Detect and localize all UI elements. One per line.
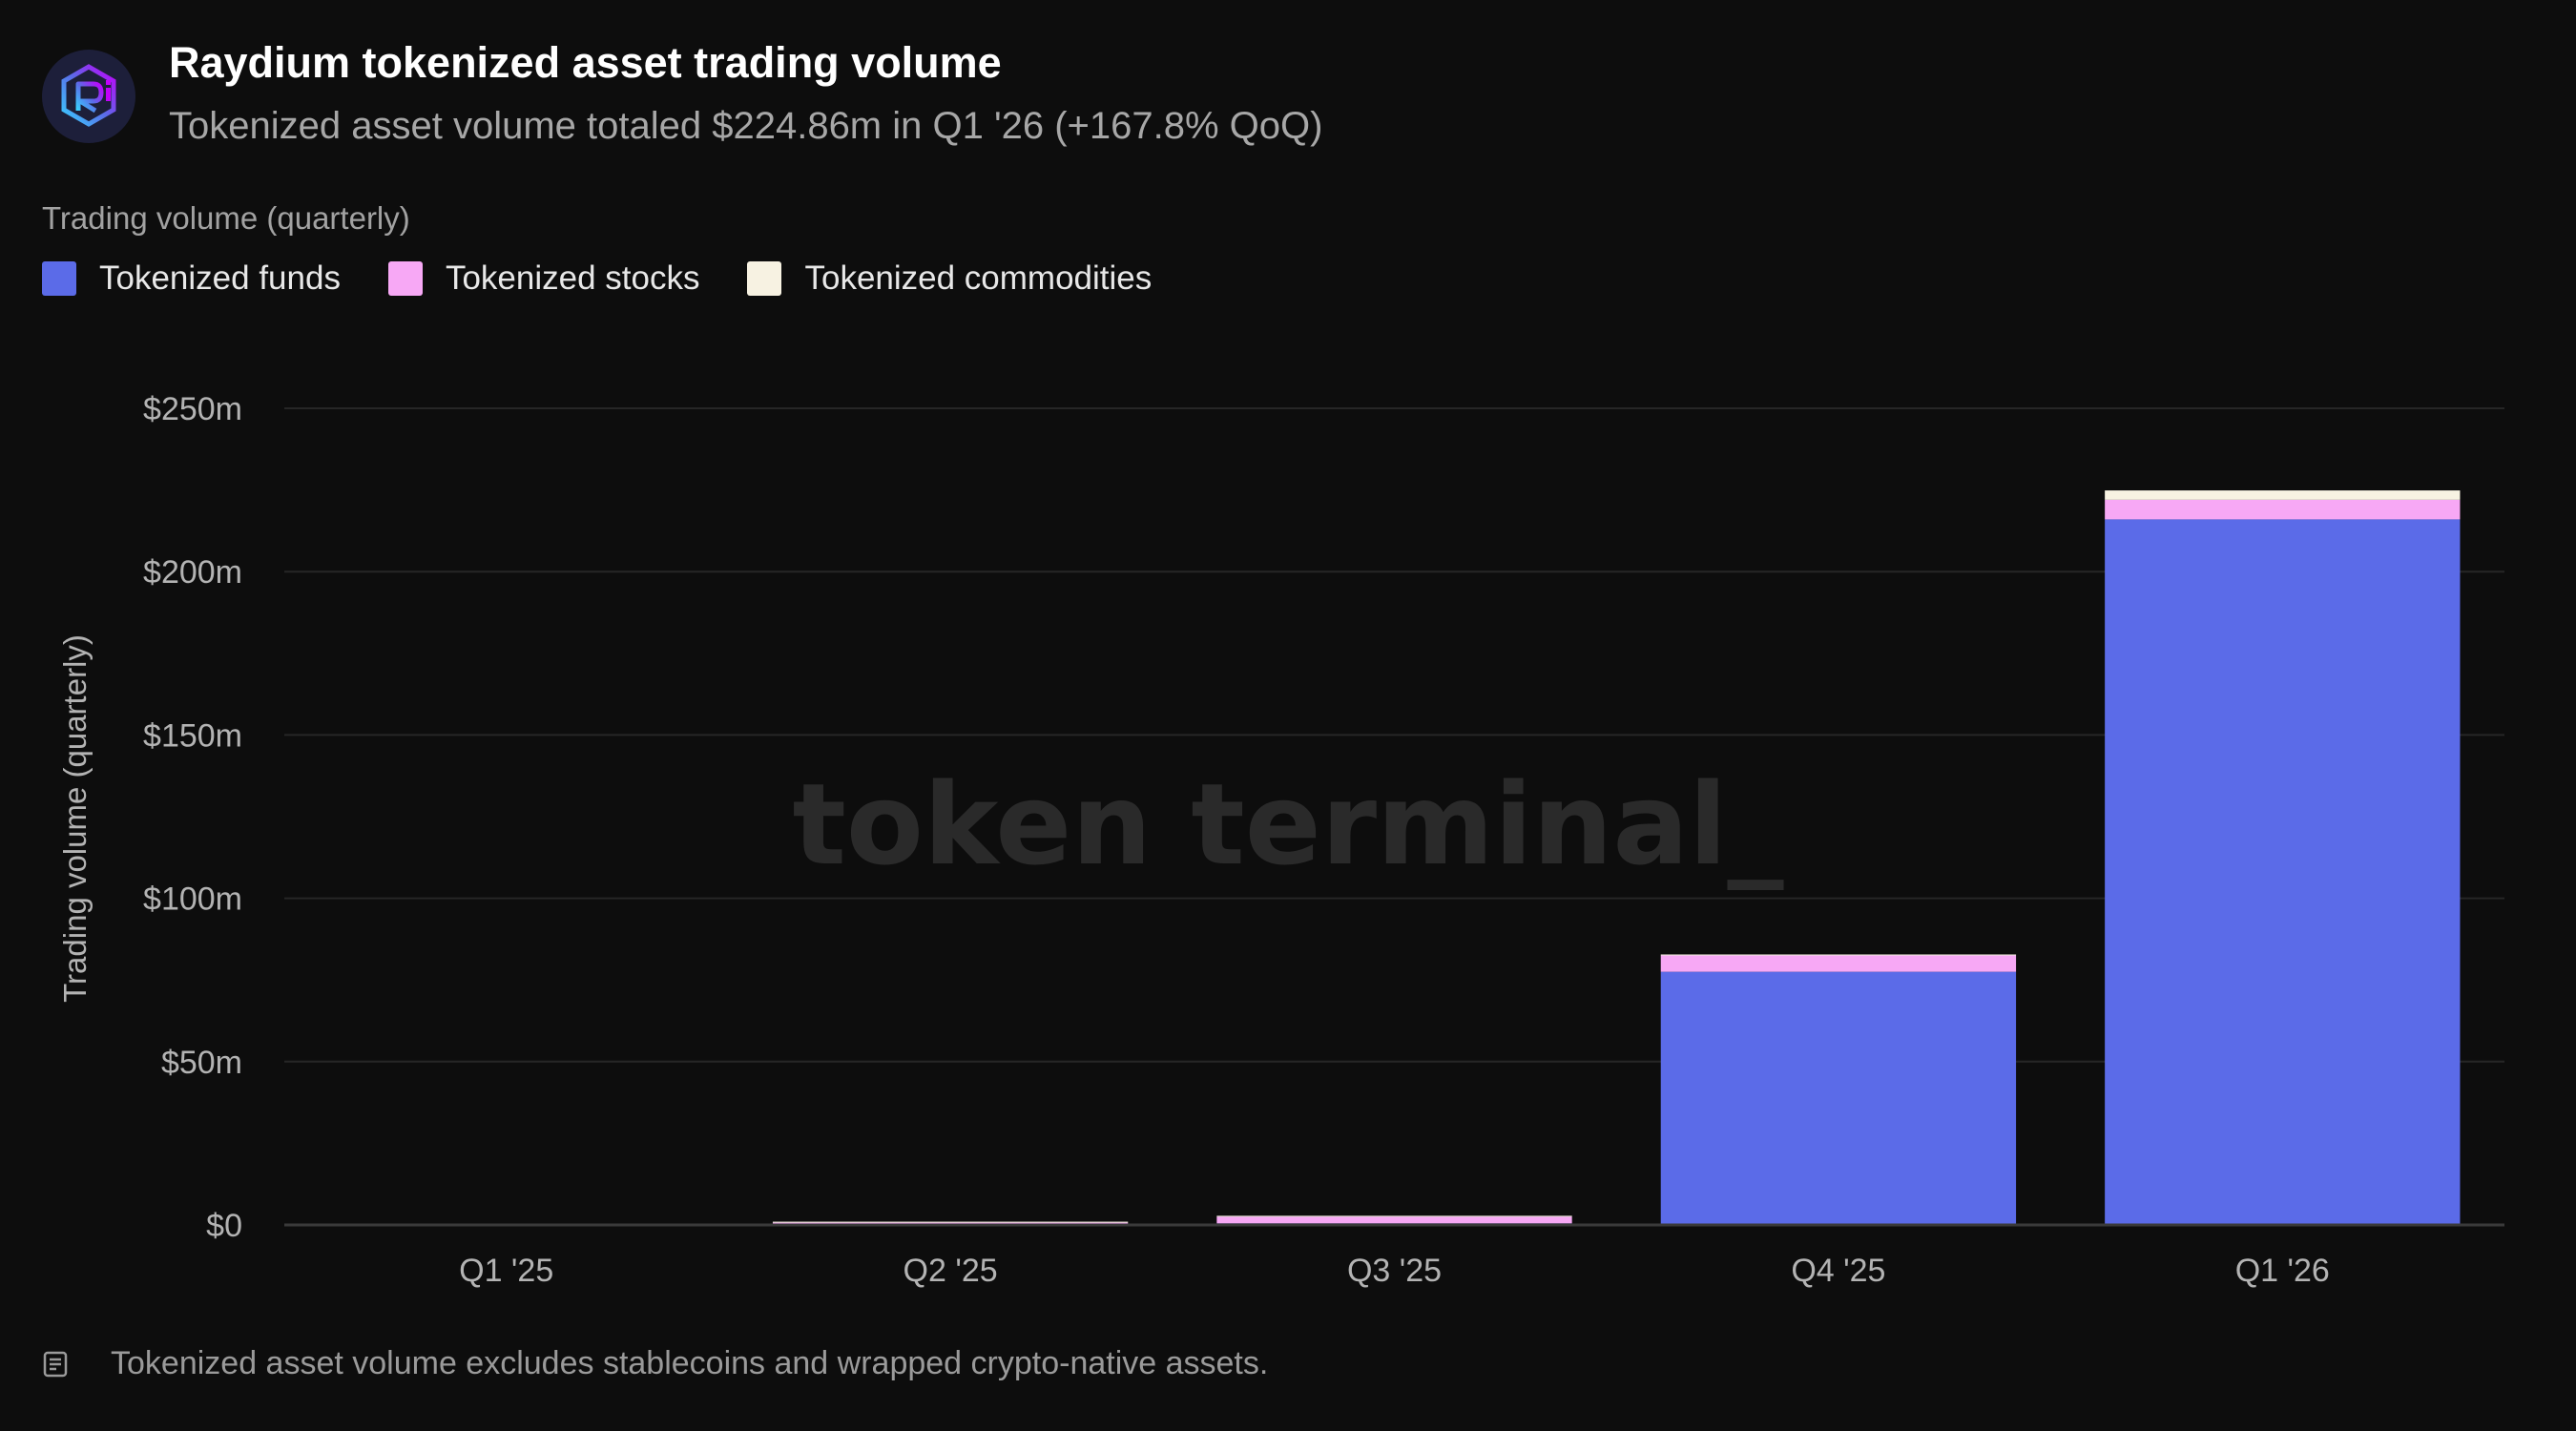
legend-swatch-commodities	[747, 261, 782, 296]
chart-title: Raydium tokenized asset trading volume	[169, 38, 1002, 87]
y-tick-label: $200m	[143, 554, 242, 591]
y-axis-label: Trading volume (quarterly)	[57, 634, 93, 1003]
x-tick-label: Q1 '25	[459, 1253, 553, 1289]
bar-segment-tokenized-stocks[interactable]	[2105, 499, 2461, 520]
raydium-logo-icon	[42, 50, 135, 143]
bar-segment-tokenized-commodities[interactable]	[2105, 490, 2461, 500]
chart-plot: token terminal_ $0 $50m $100m $150m $200m $25…	[57, 391, 2504, 1289]
legend-swatch-stocks	[387, 261, 423, 296]
bar-segment-tokenized-funds[interactable]	[2105, 519, 2461, 1225]
bar-segment-tokenized-stocks[interactable]	[772, 1222, 1129, 1224]
legend-item-commodities[interactable]: Tokenized commodities	[747, 259, 1152, 298]
footnote: Tokenized asset volume excludes stableco…	[42, 1345, 1268, 1382]
y-tick-label: $150m	[143, 717, 242, 754]
legend-label: Tokenized commodities	[804, 259, 1153, 297]
chart-subtitle: Tokenized asset volume totaled $224.86m …	[169, 105, 1323, 147]
y-tick-labels: $0 $50m $100m $150m $200m $250m	[143, 391, 242, 1244]
legend-item-funds[interactable]: Tokenized funds	[42, 259, 341, 298]
watermark-text: token terminal_	[792, 758, 1783, 890]
x-tick-labels: Q1 '25 Q2 '25 Q3 '25 Q4 '25 Q1 '26	[459, 1253, 2330, 1289]
legend-label: Tokenized stocks	[445, 259, 700, 297]
bar-segment-tokenized-commodities[interactable]	[772, 1221, 1129, 1223]
y-tick-label: $50m	[161, 1045, 242, 1081]
legend-label: Tokenized funds	[99, 259, 341, 297]
x-tick-label: Q1 '26	[2235, 1253, 2330, 1289]
y-tick-label: $100m	[143, 881, 242, 918]
y-tick-label: $0	[206, 1208, 242, 1244]
x-tick-label: Q2 '25	[904, 1253, 998, 1289]
note-icon	[43, 1351, 68, 1377]
footnote-text: Tokenized asset volume excludes stableco…	[111, 1345, 1269, 1381]
x-tick-label: Q3 '25	[1347, 1253, 1442, 1289]
y-tick-label: $250m	[143, 391, 242, 427]
legend-item-stocks[interactable]: Tokenized stocks	[387, 259, 700, 298]
bar-segment-tokenized-stocks[interactable]	[1216, 1216, 1572, 1224]
bar-segment-tokenized-stocks[interactable]	[1660, 955, 2017, 972]
section-label: Trading volume (quarterly)	[42, 200, 410, 236]
bar-segment-tokenized-funds[interactable]	[1660, 971, 2017, 1225]
bars	[772, 490, 2461, 1225]
x-tick-label: Q4 '25	[1791, 1253, 1885, 1289]
bar-segment-tokenized-commodities[interactable]	[1660, 954, 2017, 956]
legend: Tokenized funds Tokenized stocks Tokeniz…	[42, 259, 1199, 298]
bar-segment-tokenized-commodities[interactable]	[1216, 1215, 1572, 1217]
legend-swatch-funds	[42, 261, 76, 296]
